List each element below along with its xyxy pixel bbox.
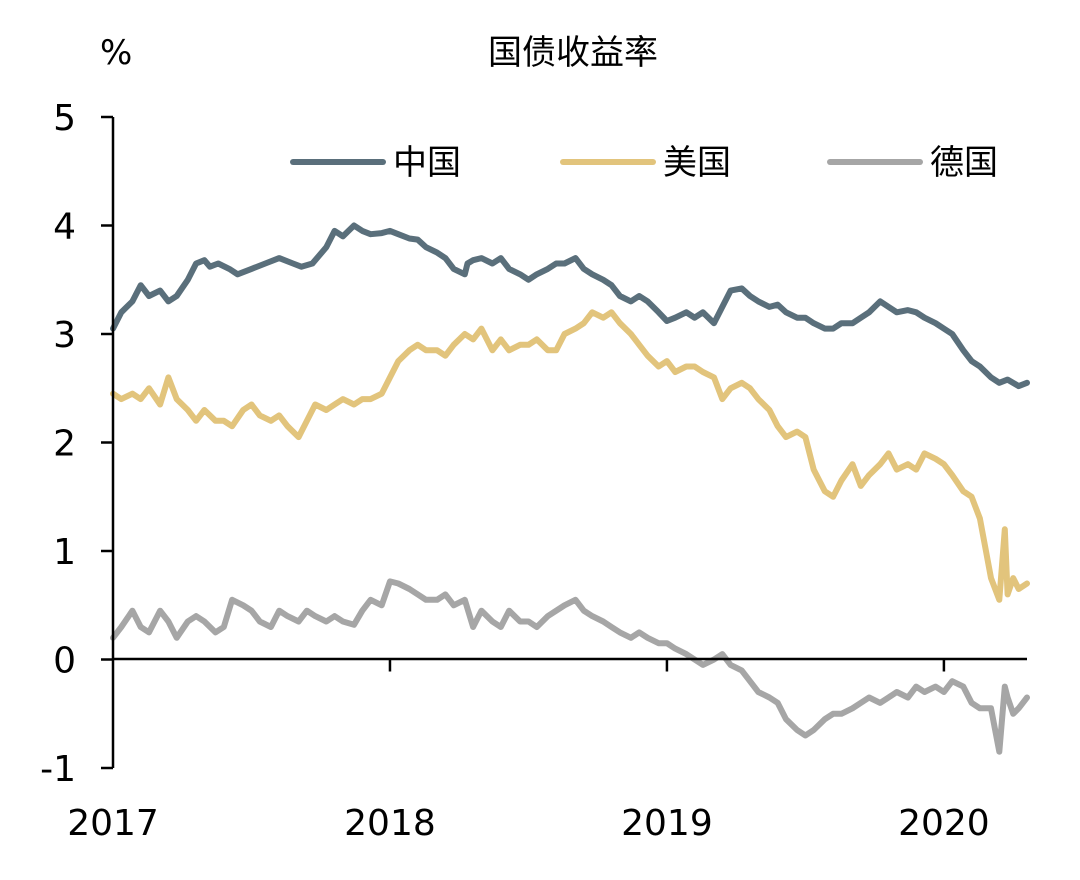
y-tick-label: 1	[53, 532, 76, 573]
x-tick-label: 2019	[621, 803, 713, 844]
y-tick-label: 2	[53, 424, 76, 465]
chart-title: 国债收益率	[488, 33, 658, 73]
legend-label-1: 中国	[393, 143, 461, 183]
y-tick-label: 0	[53, 641, 76, 682]
y-axis-unit-label: %	[100, 33, 132, 73]
x-ticks: 2017 2018 2019 2020	[67, 659, 990, 844]
y-tick-label: 4	[53, 207, 76, 248]
series-group	[110, 222, 1030, 755]
legend: 中国 美国 德国	[290, 143, 998, 183]
series-line-3	[110, 578, 1030, 755]
y-tick-label: -1	[40, 749, 76, 790]
legend-label-3: 德国	[930, 143, 998, 183]
series-line-1	[110, 222, 1030, 390]
y-tick-label: 3	[53, 315, 76, 356]
x-tick-label: 2017	[67, 803, 159, 844]
x-tick-label: 2018	[344, 803, 436, 844]
axes-group	[111, 117, 1027, 768]
x-tick-label: 2020	[898, 803, 990, 844]
y-ticks: -1 0 1 2 3 4 5	[40, 98, 113, 790]
y-tick-label: 5	[53, 98, 76, 139]
legend-label-2: 美国	[663, 143, 731, 183]
series-line-2	[110, 309, 1030, 603]
